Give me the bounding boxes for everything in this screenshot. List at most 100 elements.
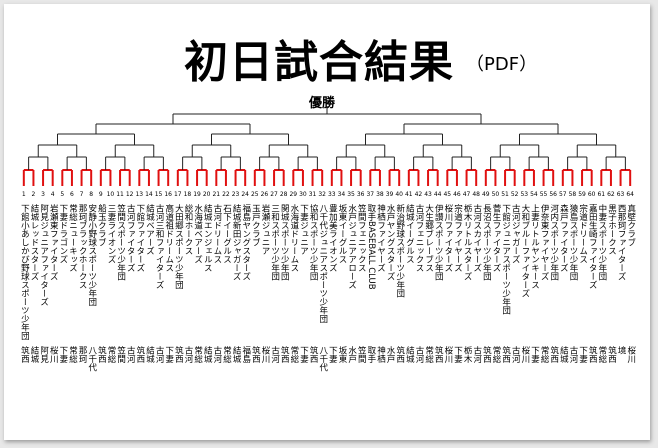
team-name: 三妻ライオンズ	[105, 204, 116, 264]
team-region: 取手	[365, 346, 376, 363]
team-number: 58	[568, 191, 577, 198]
team-region: 筑西	[394, 346, 405, 363]
team-region: 福島	[240, 346, 251, 363]
team-number: 44	[433, 191, 442, 198]
team-name: 総和ホークス	[182, 204, 193, 255]
page: 初日試合結果 （PDF） 優勝 1 下館小あしかび野球スポーツ少年団 筑西 2 結城レッ…	[4, 4, 650, 440]
team-region: 八千代	[86, 346, 97, 372]
team-region: 栃木	[462, 346, 473, 363]
team-number: 23	[231, 191, 240, 198]
team-name: 古河ファイターズ	[125, 204, 136, 272]
team-name: 宗道ファイヤーズ	[452, 204, 463, 272]
team-name: 取手BASEBALL CLUB	[365, 204, 376, 290]
team-region: 筑西	[433, 346, 444, 363]
team-number: 6	[70, 191, 74, 198]
team-number: 29	[289, 191, 298, 198]
team-region: 那珂	[77, 346, 88, 363]
team-region: 坂東	[336, 346, 347, 363]
team-name: 古河ジャガーズ	[510, 204, 521, 264]
team-region: 水戸	[346, 346, 357, 363]
team-region: 下妻	[327, 346, 338, 363]
team-region: 古河	[413, 346, 424, 363]
team-name: 下館小あしかび野球スポーツ少年団	[19, 204, 30, 340]
team-region: 常総	[288, 346, 299, 363]
team-name: 協和スポーツ少年団	[308, 204, 319, 281]
team-number: 64	[626, 191, 634, 198]
team-name: 結城ベアーズ	[144, 204, 155, 255]
team-name: 八千代ジュニアスポーツ少年団	[317, 204, 328, 323]
team-number: 52	[510, 191, 519, 198]
team-name: 黒子ホークス	[606, 204, 617, 255]
team-name: 古河ドリームス	[211, 204, 222, 264]
team-name: 上妻リトルヤンキース	[529, 204, 540, 289]
team-region: 八千代	[317, 346, 328, 372]
team-name: 栃木リトルスターズ	[462, 204, 473, 281]
team-number: 56	[549, 191, 557, 198]
team-region: 古河	[567, 346, 578, 363]
team-name: 水海道ベアーズ	[192, 204, 203, 264]
team-number: 36	[356, 191, 365, 198]
team-region: 筑西	[500, 346, 511, 363]
team-region: 結城	[144, 346, 155, 363]
team-name: 猿島スポーツ少年団	[567, 204, 578, 281]
team-name: 水戸ヤングスターズ	[385, 204, 396, 281]
team-name: 豊加美ライオンズ	[327, 204, 338, 272]
team-number: 41	[404, 191, 413, 198]
team-region: 桜川	[625, 346, 636, 363]
team-number: 63	[616, 191, 625, 198]
team-region: 桜川	[442, 346, 453, 363]
bracket	[22, 106, 632, 186]
team-name: 結城新田ジャガーズ	[231, 204, 242, 281]
team-name: 大和ブルーファイターズ	[519, 204, 530, 298]
team-name: 森戸ファイターズ	[558, 204, 569, 272]
team-region: 筑西	[19, 346, 30, 363]
team-name: 結城エンジェルス	[202, 204, 213, 272]
team-name: 下館ジュニアスポーツ少年団	[500, 204, 511, 315]
team-region: 結城	[202, 346, 213, 363]
team-number: 13	[135, 191, 144, 198]
team-number: 26	[260, 191, 269, 198]
team-name: 西那珂ファイターズ	[616, 204, 627, 281]
team-region: 桜川	[519, 346, 530, 363]
team-number: 28	[279, 191, 288, 198]
team-region: 古河	[471, 346, 482, 363]
team-region: 境	[616, 346, 627, 355]
team-number: 30	[299, 191, 307, 198]
team-region: 下妻	[577, 346, 588, 363]
team-region: 水戸	[385, 346, 396, 363]
team-region: 筑西	[96, 346, 107, 363]
team-region: 常総	[539, 346, 550, 363]
team-region: 結城	[404, 346, 415, 363]
team-number: 20	[202, 191, 211, 198]
team-name: 神栖ファイヤーズ	[375, 204, 386, 272]
team-number: 8	[89, 191, 94, 198]
team-region: 筑西	[308, 346, 319, 363]
team-name: 伊讃スポーツ少年団	[433, 204, 444, 281]
team-number: 7	[79, 191, 84, 198]
team-region: 常総	[105, 346, 116, 363]
team-region: 常総	[423, 346, 434, 363]
team-name: 三和スポーツ少年団	[269, 204, 280, 281]
team-number: 9	[98, 191, 103, 198]
team-number: 60	[587, 191, 596, 198]
team-number: 16	[164, 191, 172, 198]
team-number: 55	[539, 191, 548, 198]
team-number: 51	[501, 191, 509, 198]
title: 初日試合結果	[184, 37, 454, 88]
team-name: 船玉クラブ	[96, 204, 107, 247]
team-region: 筑西	[134, 346, 145, 363]
team-region: 結城	[28, 346, 39, 363]
team-name: 嘉田生崎ファイターズ	[587, 204, 598, 289]
team-region: 常総	[490, 346, 501, 363]
team-region: 筑西	[587, 346, 598, 363]
team-region: 常総	[221, 346, 232, 363]
team-region: 下妻	[452, 346, 463, 363]
team-number: 42	[414, 191, 423, 198]
team-region: 筑西	[250, 346, 261, 363]
team-number: 49	[481, 191, 490, 198]
team-region: 笠間	[356, 346, 367, 363]
team-region: 古河	[211, 346, 222, 363]
team-name: 結城イーグルス	[404, 204, 415, 264]
team-number: 33	[327, 191, 336, 198]
team-name: 玉戸クラブ	[250, 204, 261, 247]
